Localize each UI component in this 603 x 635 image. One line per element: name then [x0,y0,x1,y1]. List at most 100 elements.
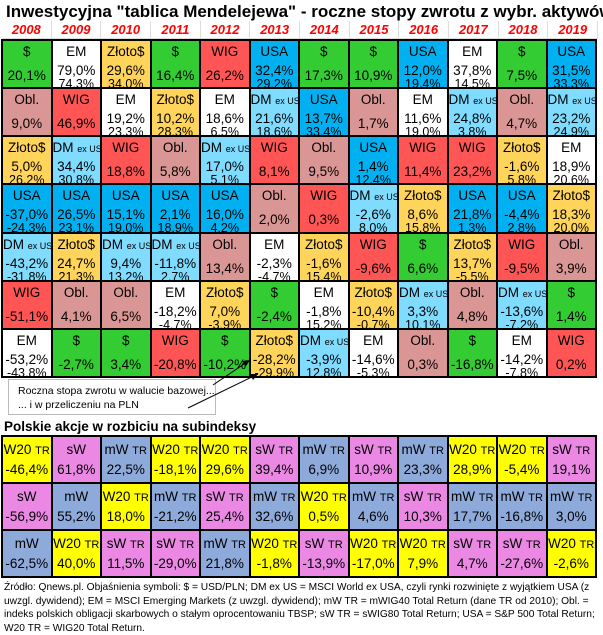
subindex-return: 0,5% [308,509,340,524]
asset-name: USA [309,92,338,108]
return-base-currency: 13,4% [205,260,244,276]
subindex-cell: sW TR 19,1% [547,437,595,482]
return-base-currency: 2,1% [159,207,191,223]
subindex-label: mW [53,489,101,504]
asset-cell: EM -53,2% -43,8% [3,329,51,376]
subindex-return: -5,4% [504,462,540,477]
return-pln: 5,8% [507,173,537,184]
asset-cell: WIG 23,2% [448,137,496,184]
subindex-cell: mW TR -21,2% [151,484,199,529]
subindex-label: mW TR [300,442,348,457]
asset-label: Obl. [548,237,596,252]
asset-cell: Złoto$ -10,4% -0,7% [349,281,397,328]
asset-name: WIG [211,44,239,59]
subindex-label: W20 TR [300,489,348,504]
return-base-currency: 17,0% [205,159,244,175]
asset-label: $ [399,237,447,252]
asset-label: WIG [498,237,546,252]
subindex-return: 10,9% [354,462,393,477]
return-pln: -31,8% [6,269,47,280]
subindex-label: sW TR [300,536,348,551]
subindex-return: 40,0% [57,556,96,571]
subindex-name: sW [205,489,226,504]
asset-label: Złoto$ [251,333,299,348]
asset-label: $ [201,333,249,348]
return-base-currency: 23,2% [453,164,492,180]
subindex-name: sW [354,442,374,457]
subindex-suffix: TR [84,539,100,551]
asset-label: EM [350,333,398,348]
asset-cell: $3,4% [102,329,150,376]
asset-label: USA [449,188,497,203]
asset-label: $ [350,44,398,59]
asset-cell: $1,4% [547,281,595,328]
return-base-currency: 0,3% [308,212,340,228]
return-pln: -43,8% [6,365,47,376]
return-pln: 33,4% [306,125,342,136]
return-base-currency: -18,2% [153,303,197,319]
asset-name: DM [3,236,24,252]
subindex-return: 21,8% [205,556,244,571]
return-base-currency: 3,3% [407,303,439,319]
return-base-currency: -1,6% [306,255,342,271]
subindex-name: sW [255,442,275,457]
return-base-currency: 12,0% [403,63,442,78]
subindex-label: W20 TR [498,442,546,457]
subindex-suffix: TR [130,539,145,551]
asset-name: $ [319,44,328,59]
subindex-return: -18,1% [153,462,197,477]
return-pln: 19,0% [405,125,441,136]
subindex-label: W20 TR [350,536,398,551]
asset-label: USA [548,44,596,59]
return-base-currency: 1,4% [555,308,587,324]
subindex-suffix: TR [280,492,296,504]
asset-name: USA [359,140,388,156]
asset-label: Złoto$ [399,188,447,203]
return-base-currency: 6,6% [407,260,439,276]
asset-label: USA [53,188,101,203]
return-base-currency: 9,5% [308,164,340,180]
asset-cell: WIG 0,2% [547,329,595,376]
subindex-label: mW TR [251,489,299,504]
subindex-return: -46,4% [5,462,49,477]
return-base-currency: -1,6% [504,159,540,175]
asset-cell: WIG 0,3% [300,185,348,232]
subindex-return: 32,6% [255,509,294,524]
asset-name: DM [52,140,74,156]
subindex-title: Polskie akcje w rozbiciu na subindeksy [4,419,257,434]
subindex-label: W20 TR [251,536,299,551]
asset-label: WIG [350,237,398,252]
return-pln: -24,3% [6,221,47,232]
asset-name: Złoto$ [453,236,492,252]
return-pln: 12,4% [355,173,391,184]
subindex-cell: W20 TR -18,1% [151,437,199,482]
asset-label: Złoto$ [152,92,200,107]
asset-name: $ [468,332,476,348]
return-pln: 20,6% [553,173,589,184]
asset-label: DM ex US [53,140,101,155]
subindex-return: 11,5% [107,556,145,571]
asset-cell: $ -2,7% [52,329,100,376]
subindex-name: sW [106,536,127,551]
asset-cell: USA 31,5% 33,3% [547,41,596,88]
asset-name: $ [517,44,526,59]
return-pln: 13,2% [108,269,144,280]
asset-label: EM [53,44,101,59]
asset-suffix: ex US [225,144,249,155]
subindex-cell: mW TR 21,8% [201,531,249,576]
asset-cell: WIG -9,6% [349,233,398,280]
asset-cell: WIG 11,4% [399,137,447,184]
asset-name: USA [458,188,487,204]
asset-name: DM [349,188,371,204]
subindex-label: mW TR [102,442,150,457]
asset-cell: USA 15,1% 19,0% [102,185,150,232]
asset-name: Obl. [14,92,40,108]
subindex-suffix: TR [381,539,397,551]
subindex-return: 7,9% [407,556,439,571]
asset-label: USA [300,92,348,107]
subindex-label: sW TR [251,442,299,457]
asset-label: DM ex US [201,140,249,155]
asset-cell: Obl. 9,5% [300,137,348,184]
asset-label: WIG [53,92,101,107]
return-base-currency: -4,4% [504,207,540,223]
